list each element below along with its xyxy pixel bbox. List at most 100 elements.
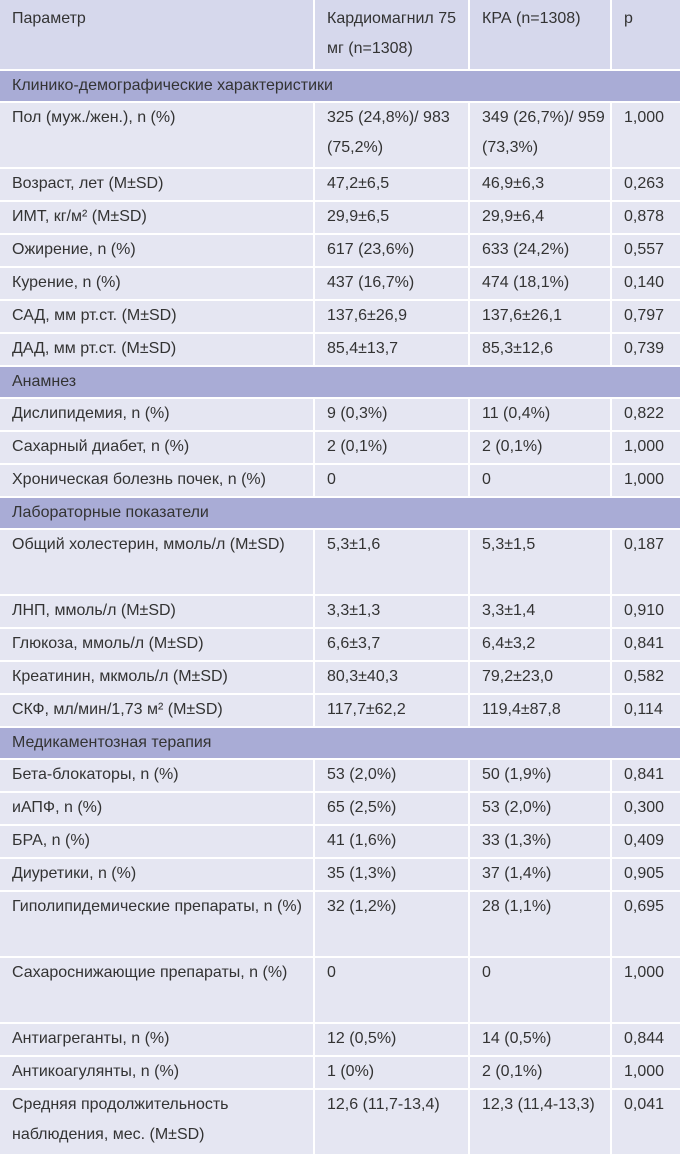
header-kra: КРА (n=1308) (469, 0, 612, 71)
cell-parameter: Пол (муж./жен.), n (%) (0, 102, 315, 169)
cell-p-value: 0,187 (611, 529, 680, 596)
cell-kra: 29,9±6,4 (469, 201, 612, 235)
cell-kra: 85,3±12,6 (469, 333, 612, 367)
cell-parameter: ИМТ, кг/м² (M±SD) (0, 201, 315, 235)
cell-p-value: 0,822 (611, 398, 680, 432)
cell-parameter: Ожирение, n (%) (0, 234, 315, 268)
section-header-row: Клинико-демографические характеристики (0, 70, 680, 103)
cell-kra: 5,3±1,5 (469, 529, 612, 596)
cell-kra: 119,4±87,8 (469, 694, 612, 728)
cell-p-value: 0,263 (611, 168, 680, 202)
cell-cardiomagnyl: 617 (23,6%) (314, 234, 470, 268)
table-row: Бета-блокаторы, n (%) 53 (2,0%) 50 (1,9%) 0… (0, 759, 680, 793)
cell-kra: 50 (1,9%) (469, 759, 612, 793)
table-row: Средняя продолжительность наблюдения, ме… (0, 1089, 680, 1156)
table-row: Возраст, лет (M±SD) 47,2±6,5 46,9±6,3 0,263 (0, 168, 680, 202)
cell-cardiomagnyl: 32 (1,2%) (314, 891, 470, 958)
table-row: Сахароснижающие препараты, n (%) 0 0 1,000 (0, 957, 680, 1024)
table-row: ЛНП, ммоль/л (M±SD) 3,3±1,3 3,3±1,4 0,910 (0, 595, 680, 629)
cell-cardiomagnyl: 0 (314, 957, 470, 1024)
cell-cardiomagnyl: 117,7±62,2 (314, 694, 470, 728)
cell-parameter: Гиполипидемические препараты, n (%) (0, 891, 315, 958)
cell-p-value: 0,844 (611, 1023, 680, 1057)
cell-cardiomagnyl: 137,6±26,9 (314, 300, 470, 334)
cell-kra: 0 (469, 464, 612, 498)
table-row: СКФ, мл/мин/1,73 м² (M±SD) 117,7±62,2 119,… (0, 694, 680, 728)
table-row: Общий холестерин, ммоль/л (M±SD) 5,3±1,6 5… (0, 529, 680, 596)
cell-kra: 14 (0,5%) (469, 1023, 612, 1057)
cell-parameter: Возраст, лет (M±SD) (0, 168, 315, 202)
cell-kra: 46,9±6,3 (469, 168, 612, 202)
table-row: САД, мм рт.ст. (M±SD) 137,6±26,9 137,6±26,… (0, 300, 680, 334)
section-header-row: Лабораторные показатели (0, 497, 680, 530)
cell-kra: 37 (1,4%) (469, 858, 612, 892)
table-row: Пол (муж./жен.), n (%) 325 (24,8%)/ 983 (… (0, 102, 680, 169)
table-row: Диуретики, n (%) 35 (1,3%) 37 (1,4%) 0,905 (0, 858, 680, 892)
cell-cardiomagnyl: 53 (2,0%) (314, 759, 470, 793)
cell-cardiomagnyl: 85,4±13,7 (314, 333, 470, 367)
cell-p-value: 0,841 (611, 759, 680, 793)
cell-p-value: 0,582 (611, 661, 680, 695)
cell-p-value: 1,000 (611, 1056, 680, 1090)
cell-parameter: иАПФ, n (%) (0, 792, 315, 826)
cell-parameter: Бета-блокаторы, n (%) (0, 759, 315, 793)
table-row: Гиполипидемические препараты, n (%) 32 (1… (0, 891, 680, 958)
table-row: Курение, n (%) 437 (16,7%) 474 (18,1%) 0,14… (0, 267, 680, 301)
cell-parameter: Сахарный диабет, n (%) (0, 431, 315, 465)
cell-kra: 0 (469, 957, 612, 1024)
cell-cardiomagnyl: 41 (1,6%) (314, 825, 470, 859)
cell-p-value: 0,905 (611, 858, 680, 892)
table-row: ДАД, мм рт.ст. (M±SD) 85,4±13,7 85,3±12,6 0… (0, 333, 680, 367)
cell-cardiomagnyl: 35 (1,3%) (314, 858, 470, 892)
cell-p-value: 1,000 (611, 464, 680, 498)
cell-cardiomagnyl: 47,2±6,5 (314, 168, 470, 202)
cell-parameter: СКФ, мл/мин/1,73 м² (M±SD) (0, 694, 315, 728)
cell-parameter: Креатинин, мкмоль/л (M±SD) (0, 661, 315, 695)
cell-kra: 474 (18,1%) (469, 267, 612, 301)
cell-parameter: САД, мм рт.ст. (M±SD) (0, 300, 315, 334)
cell-parameter: Сахароснижающие препараты, n (%) (0, 957, 315, 1024)
cell-cardiomagnyl: 437 (16,7%) (314, 267, 470, 301)
cell-p-value: 0,114 (611, 694, 680, 728)
table-row: Дислипидемия, n (%) 9 (0,3%) 11 (0,4%) 0,82… (0, 398, 680, 432)
cell-parameter: БРА, n (%) (0, 825, 315, 859)
cell-p-value: 0,041 (611, 1089, 680, 1156)
cell-parameter: Антиагреганты, n (%) (0, 1023, 315, 1057)
cell-p-value: 0,797 (611, 300, 680, 334)
cell-kra: 2 (0,1%) (469, 1056, 612, 1090)
table-row: Креатинин, мкмоль/л (M±SD) 80,3±40,3 79,2±… (0, 661, 680, 695)
table-row: Глюкоза, ммоль/л (M±SD) 6,6±3,7 6,4±3,2 0,8… (0, 628, 680, 662)
cell-parameter: Дислипидемия, n (%) (0, 398, 315, 432)
cell-kra: 137,6±26,1 (469, 300, 612, 334)
section-header-row: Медикаментозная терапия (0, 727, 680, 760)
section-title: Клинико-демографические характеристики (0, 70, 680, 103)
cell-cardiomagnyl: 325 (24,8%)/ 983 (75,2%) (314, 102, 470, 169)
cell-p-value: 0,140 (611, 267, 680, 301)
header-cardiomagnyl: Кардиомагнил 75 мг (n=1308) (314, 0, 470, 71)
cell-parameter: Средняя продолжительность наблюдения, ме… (0, 1089, 315, 1156)
header-p-value: p (611, 0, 680, 71)
cell-parameter: Курение, n (%) (0, 267, 315, 301)
cell-parameter: Антикоагулянты, n (%) (0, 1056, 315, 1090)
section-header-row: Анамнез (0, 366, 680, 399)
table-row: Антиагреганты, n (%) 12 (0,5%) 14 (0,5%) 0,… (0, 1023, 680, 1057)
cell-parameter: Хроническая болезнь почек, n (%) (0, 464, 315, 498)
cell-parameter: Общий холестерин, ммоль/л (M±SD) (0, 529, 315, 596)
cell-kra: 6,4±3,2 (469, 628, 612, 662)
table-row: ИМТ, кг/м² (M±SD) 29,9±6,5 29,9±6,4 0,878 (0, 201, 680, 235)
section-title: Лабораторные показатели (0, 497, 680, 530)
cell-cardiomagnyl: 80,3±40,3 (314, 661, 470, 695)
table-body: Клинико-демографические характеристики По… (0, 70, 680, 1156)
cell-p-value: 0,409 (611, 825, 680, 859)
cell-p-value: 1,000 (611, 431, 680, 465)
cell-cardiomagnyl: 29,9±6,5 (314, 201, 470, 235)
cell-p-value: 0,841 (611, 628, 680, 662)
cell-cardiomagnyl: 9 (0,3%) (314, 398, 470, 432)
cell-p-value: 0,910 (611, 595, 680, 629)
section-title: Анамнез (0, 366, 680, 399)
cell-p-value: 0,557 (611, 234, 680, 268)
cell-p-value: 1,000 (611, 102, 680, 169)
cell-cardiomagnyl: 6,6±3,7 (314, 628, 470, 662)
cell-cardiomagnyl: 3,3±1,3 (314, 595, 470, 629)
cell-kra: 33 (1,3%) (469, 825, 612, 859)
